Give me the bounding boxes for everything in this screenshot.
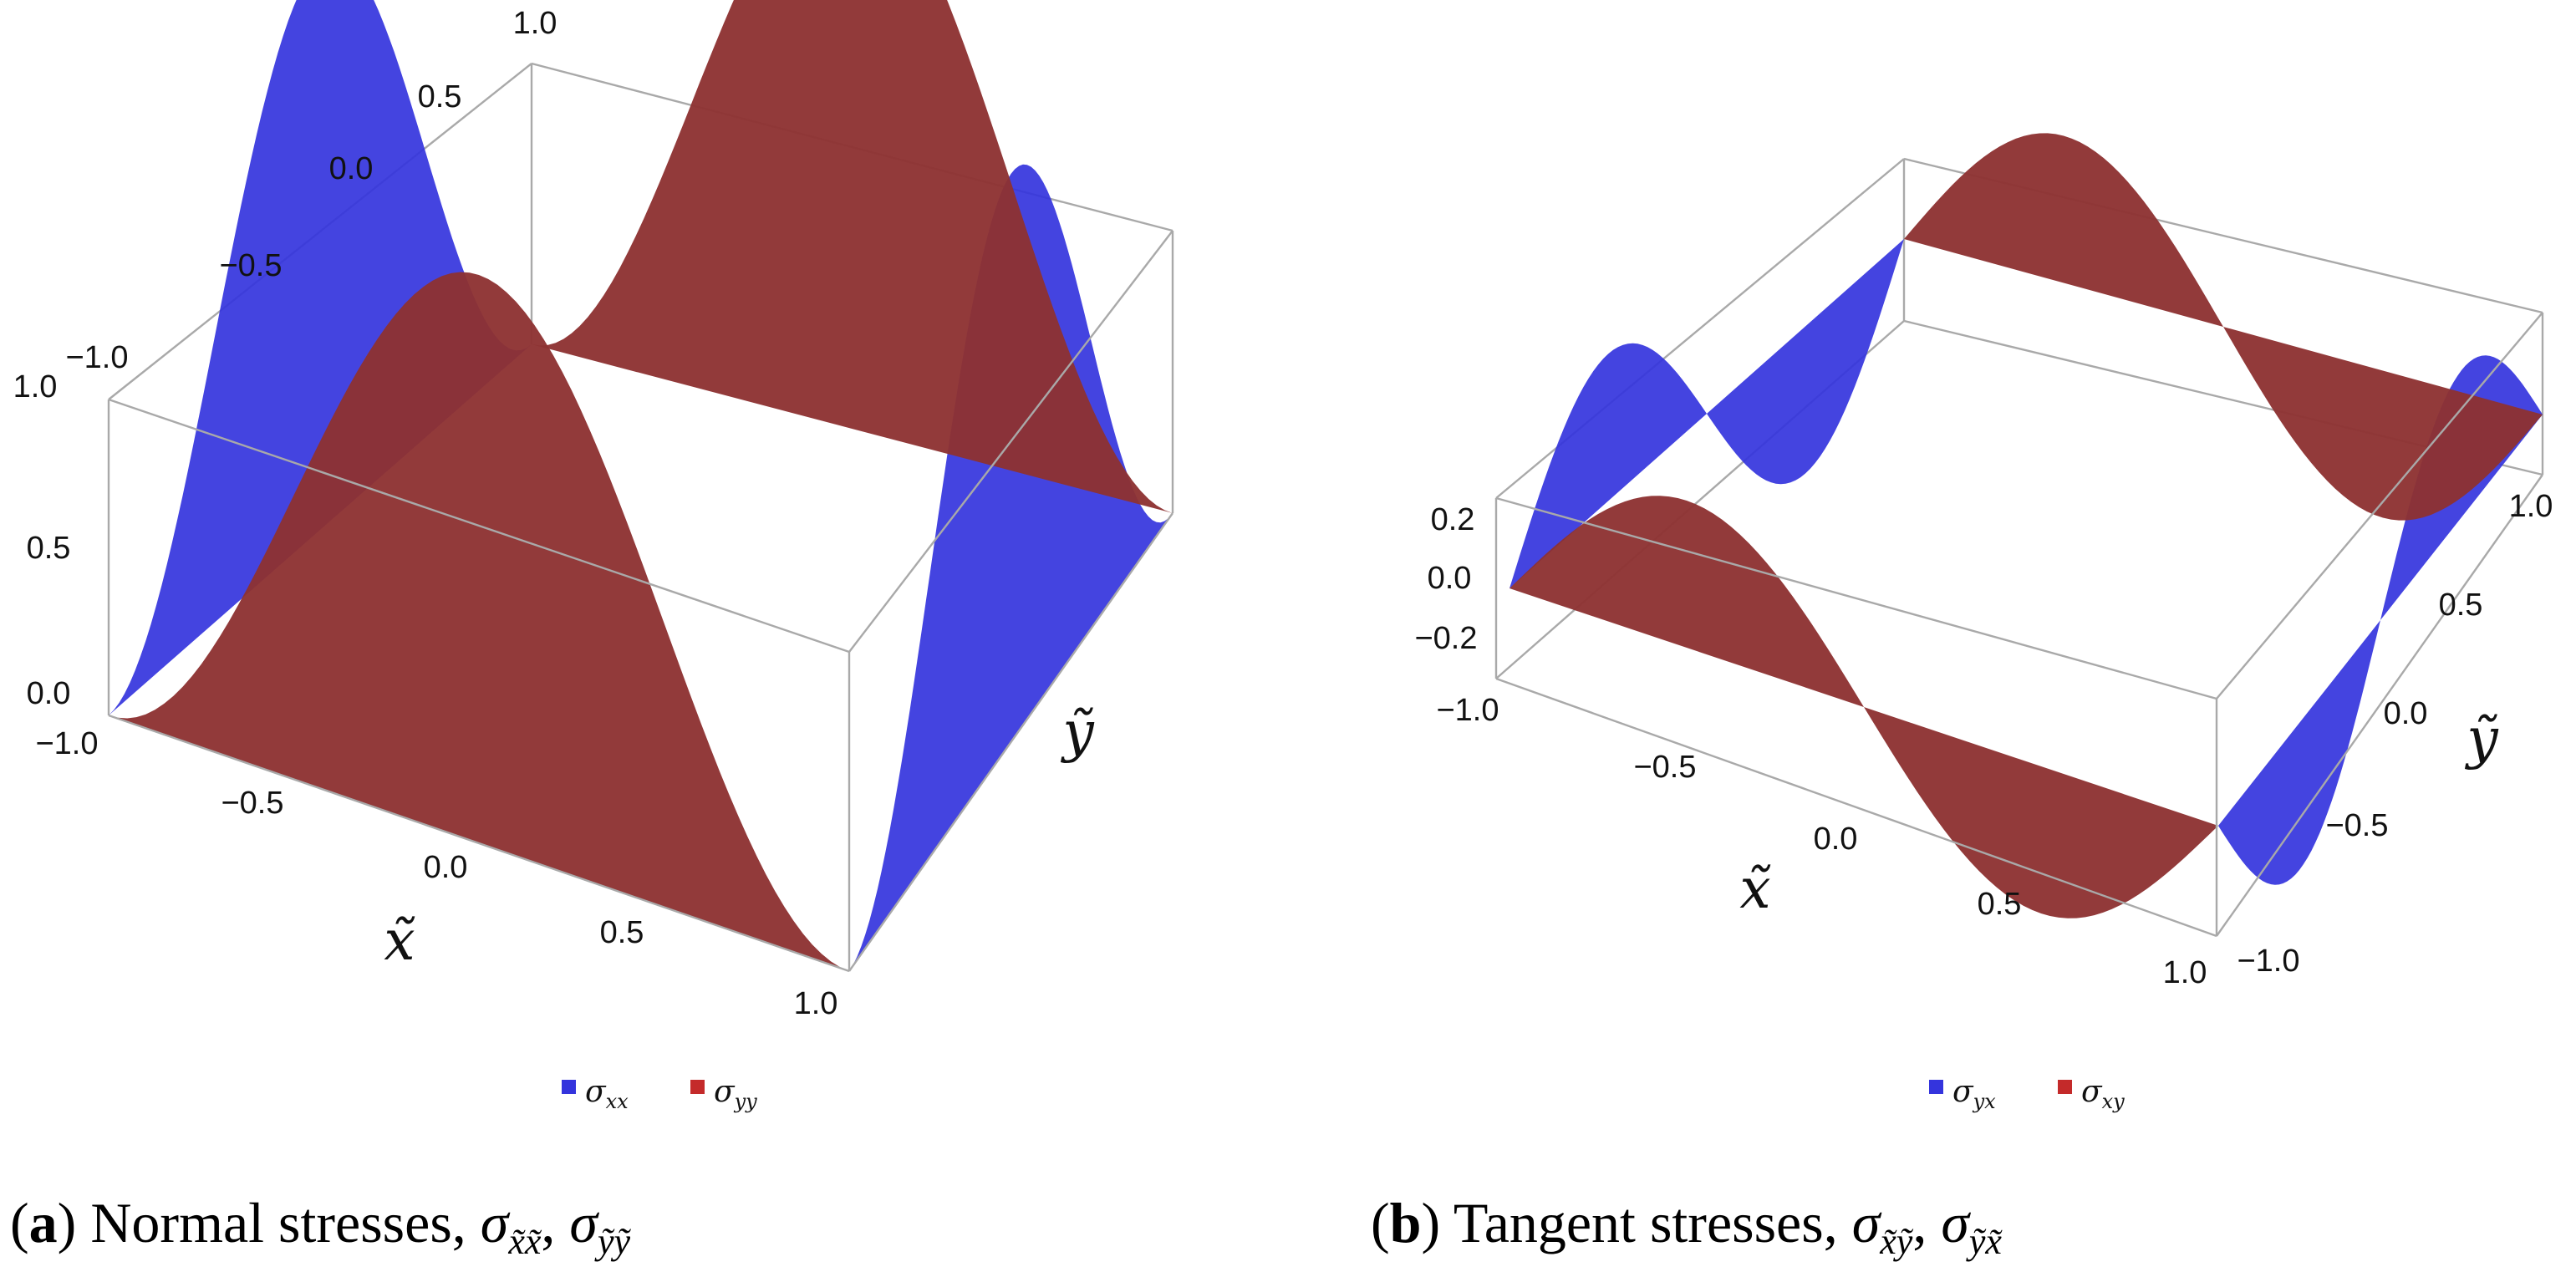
- legend-label-sigma-xx: σxx: [585, 1075, 629, 1113]
- box-edge: [1495, 496, 2217, 700]
- y-tick-label: 1.0: [2509, 489, 2553, 524]
- surface-sigma-xx-edge-1: [109, 0, 532, 715]
- surface-group-a: [109, 0, 1173, 972]
- caption-b: (b) Tangent stresses, σx̃ỹ, σỹx̃: [1371, 1191, 2003, 1262]
- y-axis-label: ỹ: [2464, 706, 2498, 771]
- legend-swatch-sigma-xy: [2058, 1080, 2072, 1094]
- panel-a-normal-stresses: 0.0 0.5 1.0 1.0 0.5 0.0 −0.5 −1.0 −1.0 −…: [10, 0, 1174, 1262]
- x-tick-label: 0.0: [424, 850, 468, 885]
- box-edge: [848, 512, 1173, 972]
- legend-swatch-sigma-yx: [1929, 1080, 1943, 1094]
- x-tick-label: 0.5: [600, 915, 644, 950]
- x-tick-label: −1.0: [1436, 693, 1499, 728]
- surface-sigma-xx-edge-2: [849, 164, 1173, 972]
- y-tick-label: −0.5: [219, 248, 282, 283]
- surface-sigma-yx-edge-1: [1509, 239, 1904, 588]
- legend-label-sigma-yy: σyy: [714, 1075, 757, 1113]
- x-tick-label: 1.0: [794, 986, 838, 1021]
- box-edge: [1495, 677, 2217, 938]
- surface-sigma-yy-edge-1: [109, 272, 849, 971]
- x-axis-label: x̃: [384, 908, 415, 973]
- y-tick-label: −0.5: [2325, 808, 2388, 843]
- surface-sigma-xy-edge-2: [1904, 133, 2543, 521]
- legend-swatch-sigma-yy: [690, 1080, 705, 1094]
- z-tick-label: −0.2: [1414, 621, 1477, 656]
- x-tick-label: 1.0: [2163, 955, 2207, 990]
- x-tick-label: 0.0: [1814, 822, 1858, 857]
- x-tick-label: −1.0: [35, 726, 98, 761]
- box-edge: [2216, 312, 2543, 700]
- legend-label-sigma-yx: σyx: [1952, 1075, 1996, 1113]
- legend-label-sigma-xy: σxy: [2081, 1075, 2125, 1113]
- y-tick-label: 0.0: [2384, 696, 2428, 731]
- z-tick-label: 0.0: [27, 676, 71, 711]
- y-tick-label: 1.0: [513, 6, 557, 41]
- box-edge: [108, 714, 850, 973]
- z-tick-label: 0.2: [1431, 502, 1475, 537]
- y-tick-label: 0.0: [329, 151, 374, 186]
- x-tick-label: −0.5: [1633, 750, 1696, 785]
- surface-group-b: [1509, 133, 2543, 918]
- box-edge: [2216, 474, 2543, 937]
- x-tick-label: 0.5: [1978, 887, 2022, 922]
- y-tick-label: −1.0: [65, 340, 128, 375]
- legend-swatch-sigma-xx: [562, 1080, 576, 1094]
- x-axis-label: x̃: [1739, 857, 1771, 921]
- x-tick-label: −0.5: [221, 786, 283, 821]
- legend: σyx σxy: [1929, 1075, 2125, 1113]
- z-tick-label: 0.0: [1428, 561, 1472, 596]
- y-tick-label: 0.5: [2439, 588, 2483, 623]
- z-tick-label: 1.0: [13, 369, 58, 404]
- y-tick-label: −1.0: [2237, 944, 2299, 979]
- surface-sigma-yy-edge-2: [532, 0, 1173, 513]
- surface-sigma-xy-edge-1: [1509, 496, 2218, 918]
- box-edge: [848, 230, 1173, 653]
- z-tick-label: 0.5: [27, 531, 71, 566]
- y-axis-label: ỹ: [1060, 700, 1094, 764]
- caption-a: (a) Normal stresses, σx̃x̃, σỹỹ: [10, 1191, 631, 1262]
- y-tick-label: 0.5: [418, 79, 462, 114]
- panel-b-tangent-stresses: 0.2 0.0 −0.2 −1.0 −0.5 0.0 0.5 1.0 −1.0 …: [1371, 133, 2553, 1262]
- legend: σxx σyy: [562, 1075, 757, 1113]
- box-edge: [108, 398, 850, 654]
